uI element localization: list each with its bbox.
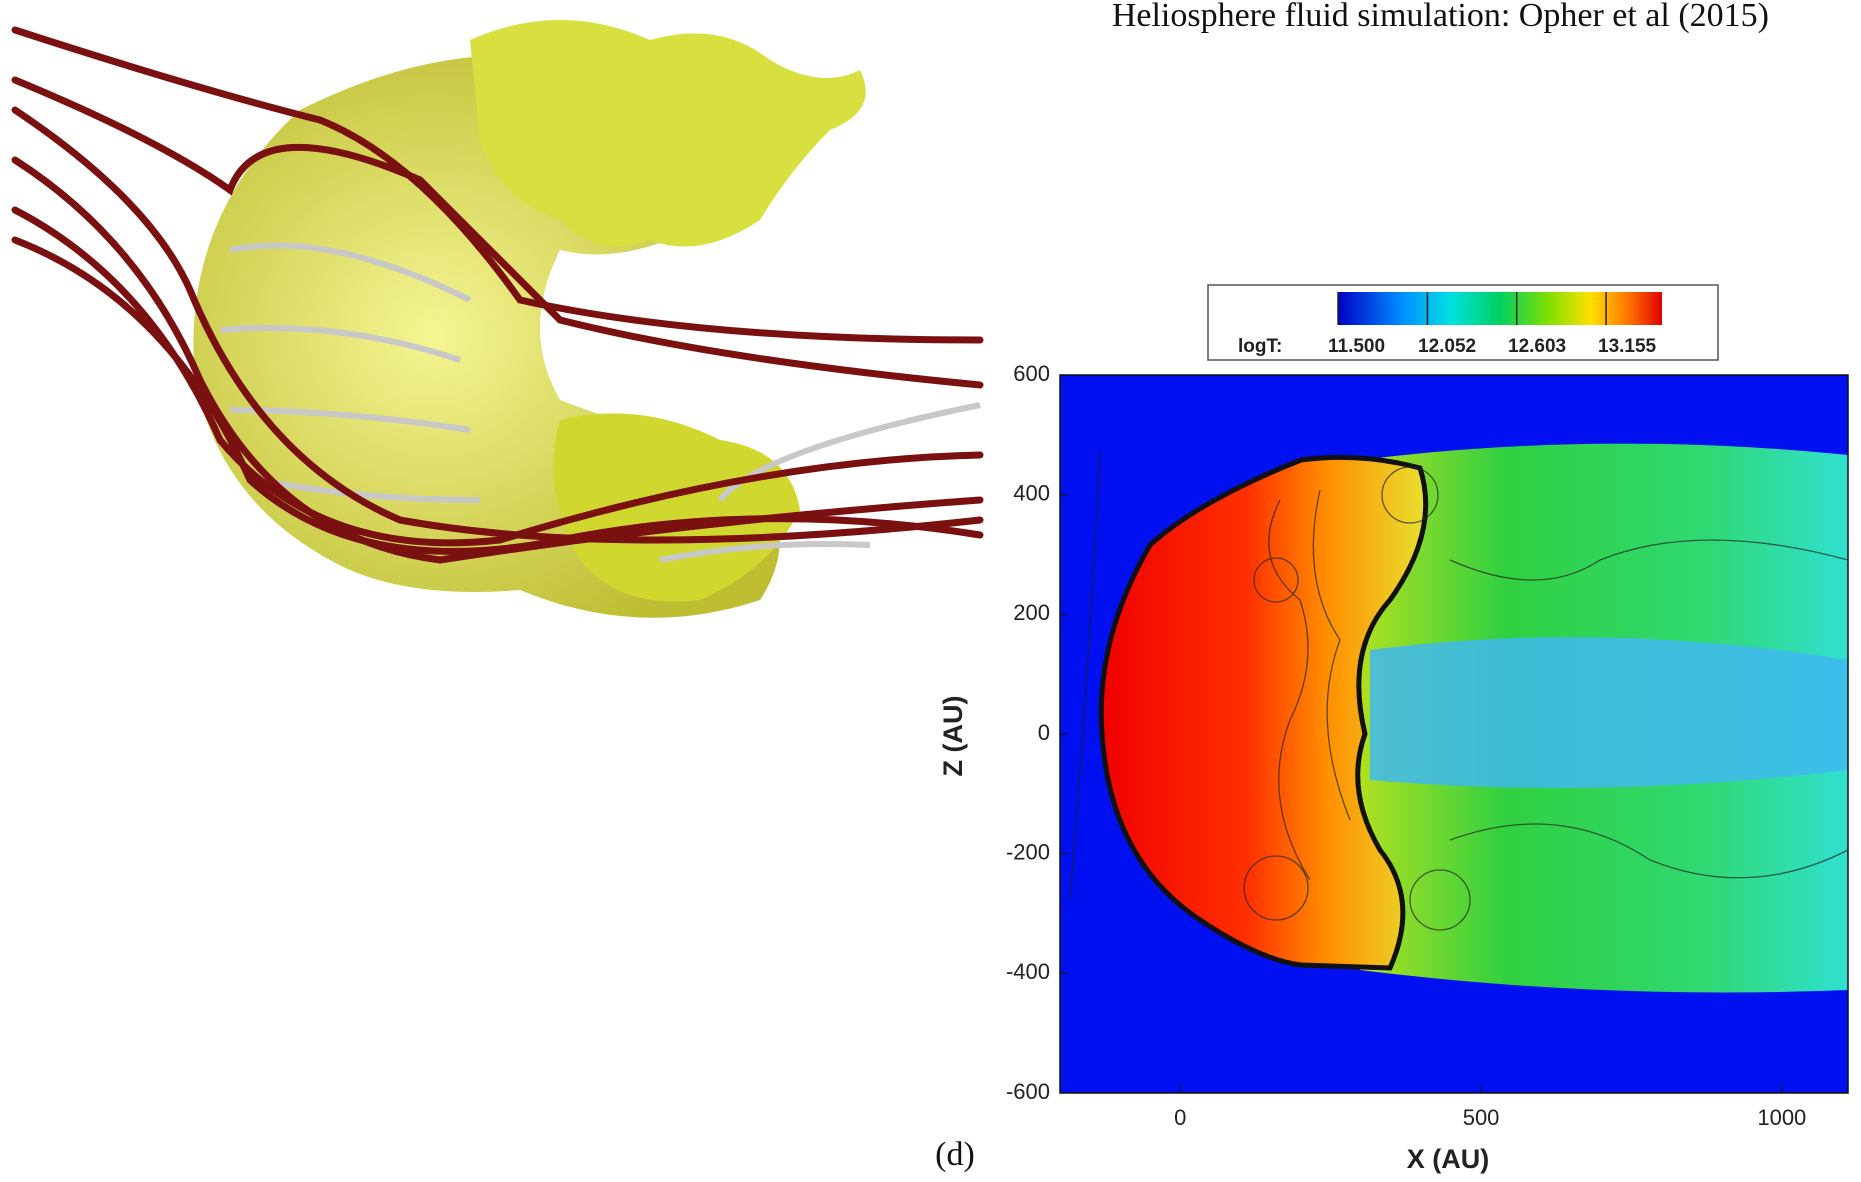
y-tick-label: -400 [1006,959,1050,984]
colorbar-label: logT: [1238,336,1282,357]
colorbar-tick-label: 13.155 [1598,336,1657,357]
render-3d [11,20,984,618]
x-tick-label: 0 [1174,1105,1186,1130]
contour-field [1060,375,1848,1093]
x-axis-label: X (AU) [1407,1144,1490,1174]
panel-label: (d) [935,1136,975,1173]
figure-title: Heliosphere fluid simulation: Opher et a… [1112,0,1769,34]
colorbar-tick-label: 12.052 [1418,336,1476,357]
colorbar-tick-label: 11.500 [1328,336,1385,357]
y-tick-label: -200 [1006,839,1050,864]
y-tick-label: 200 [1013,600,1050,625]
y-tick-label: 400 [1013,480,1050,505]
colorbar-tick-label: 12.603 [1508,336,1566,357]
x-tick-label: 500 [1463,1105,1500,1130]
x-tick-label: 1000 [1757,1105,1806,1130]
y-tick-label: 600 [1013,361,1050,386]
y-tick-label: 0 [1038,720,1050,745]
y-axis-label: Z (AU) [938,696,968,777]
y-tick-label: -600 [1006,1079,1050,1104]
colorbar [1338,292,1662,325]
